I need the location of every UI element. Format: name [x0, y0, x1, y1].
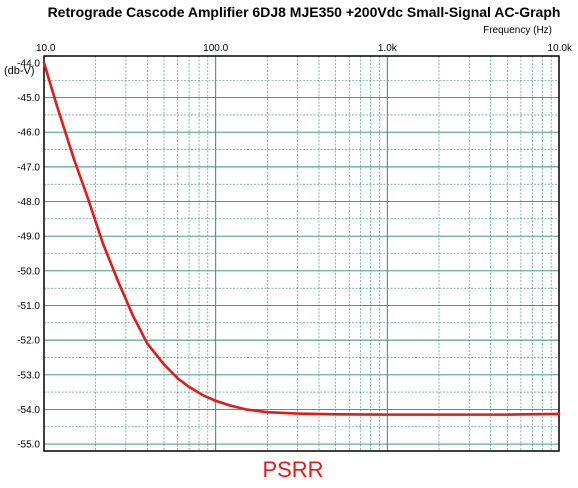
- y-axis-label: (db-V): [4, 65, 35, 77]
- minor-grid: [44, 56, 559, 451]
- plot-frame: [43, 55, 560, 452]
- chart-title: Retrograde Cascode Amplifier 6DJ8 MJE350…: [48, 4, 561, 20]
- y-tick-labels: -44.0 -45.0 -46.0 -47.0 -48.0 -49.0 -50.0 -51.0…: [17, 58, 40, 450]
- y-tick-label: -55.0: [17, 440, 40, 451]
- y-tick-label: -48.0: [17, 197, 40, 208]
- y-tick-label: -44.0: [17, 58, 40, 69]
- y-tick-label: -45.0: [17, 93, 40, 104]
- psrr-series-line: [42, 61, 561, 416]
- y-tick-label: -49.0: [17, 232, 40, 243]
- x-tick-label: 1.0k: [378, 43, 398, 54]
- y-tick-label: -52.0: [17, 336, 40, 347]
- x-tick-label: 10.0: [36, 43, 56, 54]
- y-tick-label: -46.0: [17, 128, 40, 139]
- major-grid: [43, 56, 559, 451]
- y-tick-label: -54.0: [17, 405, 40, 416]
- y-tick-label: -47.0: [17, 162, 40, 173]
- x-tick-label: 10.0k: [548, 43, 573, 54]
- x-axis-label: Frequency (Hz): [483, 25, 552, 36]
- y-tick-label: -51.0: [17, 301, 40, 312]
- y-tick-label: -53.0: [17, 370, 40, 381]
- x-tick-labels: 10.0 100.0 1.0k 10.0k: [36, 43, 573, 54]
- y-tick-label: -50.0: [17, 266, 40, 277]
- chart-caption: PSRR: [262, 457, 323, 482]
- x-tick-label: 100.0: [203, 43, 228, 54]
